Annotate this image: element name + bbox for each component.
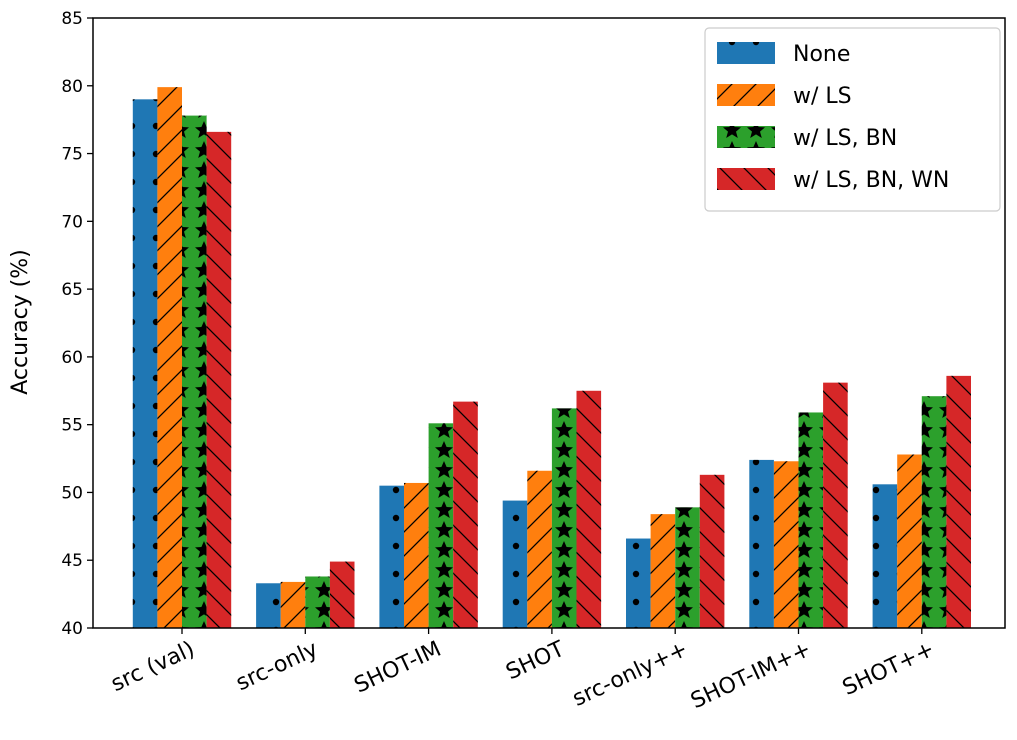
y-tick-label: 75 (61, 145, 83, 165)
bar-dots-hatch (132, 99, 158, 629)
x-tick-label: src-only (232, 637, 321, 696)
bar-stars-hatch (798, 412, 824, 628)
legend-swatch-hatch (717, 42, 775, 64)
y-tick-label: 45 (61, 551, 83, 571)
y-tick-label: 55 (61, 416, 83, 436)
bar-dots-hatch (626, 538, 651, 628)
y-axis-label: Accuracy (%) (8, 249, 33, 395)
y-tick-label: 60 (61, 348, 83, 368)
plot-frame (92, 17, 1006, 629)
x-tick-label: src-only++ (569, 637, 692, 712)
bar-slash-hatch (404, 482, 429, 628)
legend-label: None (793, 42, 850, 67)
bar-stars-hatch (305, 576, 330, 628)
legend-box (704, 27, 1001, 212)
legend-swatch-hatch (717, 168, 775, 190)
bar-dots-hatch (502, 500, 528, 628)
y-axis-ticks: 40 45 50 55 60 65 70 75 80 85 (61, 9, 93, 639)
bar-dots-hatch (749, 459, 774, 628)
legend: None w/ LS w/ LS, BN w/ LS, BN, WN (704, 27, 1001, 212)
x-tick-label: SHOT++ (839, 637, 939, 701)
bar-backslash-hatch (576, 390, 602, 628)
bars (132, 87, 971, 629)
x-tick-label: SHOT-IM (351, 637, 446, 699)
y-tick-label: 65 (61, 280, 83, 300)
legend-label: w/ LS, BN, WN (793, 168, 949, 193)
bar-slash-hatch (157, 87, 182, 629)
y-tick-label: 80 (61, 77, 83, 97)
y-tick-label: 70 (61, 212, 83, 232)
legend-label: w/ LS (793, 84, 852, 109)
legend-label: w/ LS, BN (793, 126, 897, 151)
bar-slash-hatch (527, 470, 552, 628)
x-tick-label: SHOT (502, 637, 569, 686)
bar-backslash-hatch (823, 382, 848, 628)
bar-stars-hatch (182, 115, 207, 629)
bar-backslash-hatch (453, 401, 478, 628)
bar-stars-hatch (675, 507, 700, 628)
x-tick-label: SHOT-IM++ (687, 637, 815, 714)
y-tick-label: 40 (61, 619, 83, 639)
y-tick-label: 85 (61, 9, 83, 29)
x-axis-ticks: src (val) src-only SHOT-IM SHOT src-only++SH… (107, 628, 938, 714)
bar-backslash-hatch (329, 561, 355, 628)
legend-swatch-hatch (717, 84, 775, 106)
bar-backslash-hatch (206, 131, 232, 628)
bar-dots-hatch (872, 484, 898, 628)
legend-swatch-hatch (717, 126, 775, 148)
bar-dots-hatch (256, 583, 281, 628)
bar-backslash-hatch (946, 375, 971, 628)
bar-slash-hatch (897, 454, 922, 628)
bar-dots-hatch (379, 485, 404, 628)
bar-stars-hatch (921, 396, 947, 628)
bar-backslash-hatch (699, 474, 725, 628)
bar-stars-hatch (428, 423, 454, 628)
bar-slash-hatch (650, 514, 676, 628)
y-tick-label: 50 (61, 483, 83, 503)
x-tick-label: src (val) (107, 637, 198, 697)
bar-slash-hatch (773, 461, 799, 628)
bar-slash-hatch (280, 581, 306, 628)
bar-stars-hatch (551, 408, 577, 628)
